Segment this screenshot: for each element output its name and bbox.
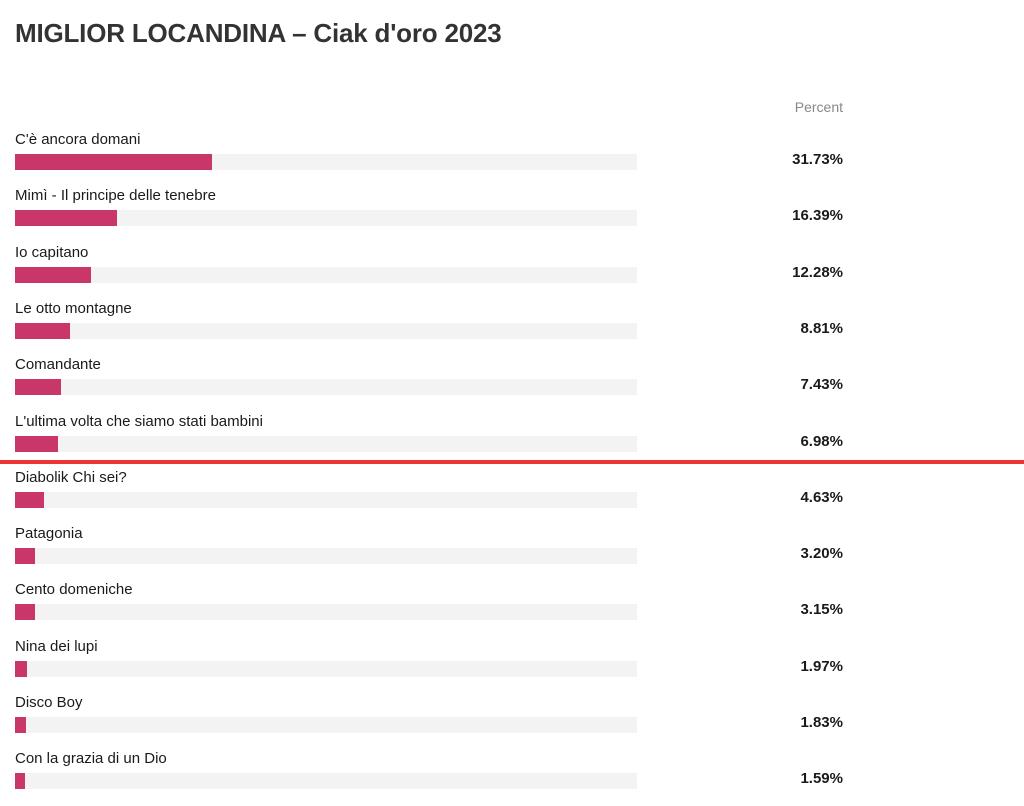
bar	[15, 379, 62, 396]
bar-value-label: 1.83%	[800, 714, 843, 731]
bar	[15, 491, 44, 508]
bar-row: Patagonia 3.20%	[0, 525, 1024, 581]
percent-column-header: Percent	[794, 99, 843, 115]
bar-track	[15, 322, 637, 339]
bar	[15, 322, 70, 339]
bar-track	[15, 548, 637, 565]
bar-track	[15, 266, 637, 283]
bar-category-label: Cento domeniche	[15, 581, 133, 599]
bar-category-label: Io capitano	[15, 243, 89, 261]
bar	[15, 548, 35, 565]
bar-row: Cento domeniche 3.15%	[0, 581, 1024, 637]
bar	[15, 435, 59, 452]
bar-track	[15, 717, 637, 733]
bar	[15, 773, 25, 790]
bar-value-label: 1.97%	[800, 657, 843, 675]
bar-row: Disco Boy 1.83%	[0, 694, 1024, 750]
bar-category-label: Con la grazia di un Dio	[15, 750, 167, 768]
bar-category-label: Le otto montagne	[15, 299, 132, 317]
bar-track	[15, 604, 637, 621]
bar-value-label: 12.28%	[792, 263, 843, 281]
bar-value-label: 16.39%	[792, 207, 843, 225]
bar	[15, 210, 117, 227]
bar-category-label: Disco Boy	[15, 694, 83, 711]
bar	[15, 154, 213, 170]
bar-category-label: Mimì - Il principe delle tenebre	[15, 187, 216, 205]
bar-row: Comandante 7.43%	[0, 356, 1024, 412]
bar	[15, 660, 28, 677]
cutoff-divider-line	[0, 460, 1024, 464]
bar-value-label: 31.73%	[792, 151, 843, 168]
bar-category-label: Patagonia	[15, 525, 83, 543]
bar-row: Le otto montagne 8.81%	[0, 300, 1024, 356]
bar	[15, 266, 92, 283]
bar-value-label: 6.98%	[800, 432, 843, 450]
bar-track	[15, 379, 637, 396]
bar-row: Diabolik Chi sei? 4.63%	[0, 469, 1024, 525]
bar-value-label: 7.43%	[800, 376, 843, 394]
bar-category-label: Comandante	[15, 356, 101, 374]
bar-category-label: Diabolik Chi sei?	[15, 468, 127, 486]
bar	[15, 717, 27, 733]
bar-row: Con la grazia di un Dio 1.59%	[0, 750, 1024, 806]
bar-value-label: 3.20%	[800, 545, 843, 563]
bar-row: Nina dei lupi 1.97%	[0, 638, 1024, 694]
bar-track	[15, 154, 637, 170]
chart-title: MIGLIOR LOCANDINA – Ciak d'oro 2023	[15, 18, 502, 48]
bar-track	[15, 773, 637, 790]
bar-category-label: Nina dei lupi	[15, 637, 98, 655]
bar-row: L'ultima volta che siamo stati bambini 6.…	[0, 413, 1024, 469]
bar-track	[15, 660, 637, 677]
bar-track	[15, 435, 637, 452]
bar-value-label: 8.81%	[800, 319, 843, 337]
bar-row: Mimì - Il principe delle tenebre 16.39%	[0, 187, 1024, 243]
bar-value-label: 4.63%	[800, 488, 843, 506]
bar-value-label: 3.15%	[800, 601, 843, 619]
bar	[15, 604, 35, 621]
bar-row: C'è ancora domani 31.73%	[0, 131, 1024, 187]
bar-category-label: L'ultima volta che siamo stati bambini	[15, 412, 263, 430]
bar-value-label: 1.59%	[800, 770, 843, 788]
bar-track	[15, 210, 637, 227]
bar-category-label: C'è ancora domani	[15, 131, 141, 148]
bar-track	[15, 491, 637, 508]
bar-row: Io capitano 12.28%	[0, 244, 1024, 300]
